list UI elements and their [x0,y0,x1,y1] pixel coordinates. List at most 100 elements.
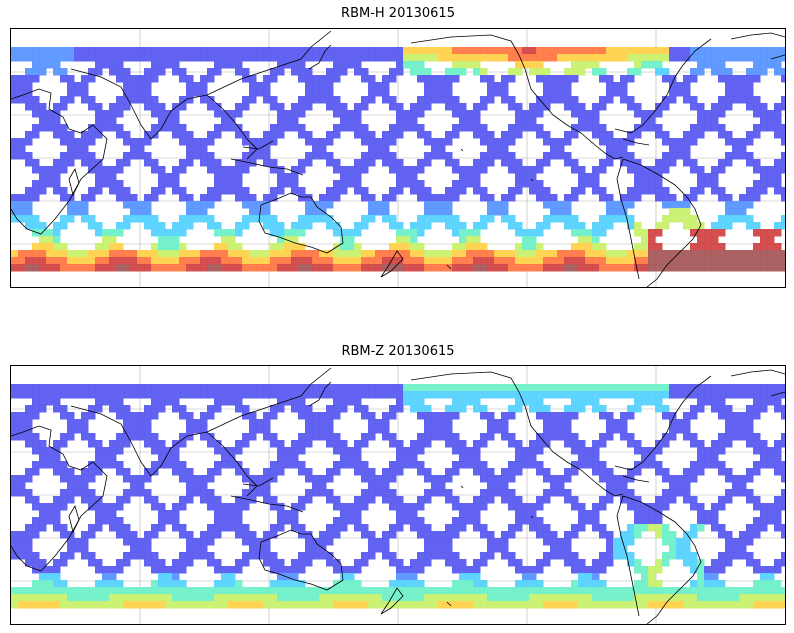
swath-pixel [452,503,460,511]
swath-pixel [67,545,75,553]
swath-pixel [620,531,628,539]
swath-pixel [291,68,299,76]
coastline [11,425,108,572]
swath-pixel [725,222,733,230]
swath-pixel [235,503,243,511]
swath-pixel [368,89,376,97]
swath-pixel [627,166,635,174]
swath-pixel [578,454,586,462]
swath-pixel [620,145,628,153]
swath-pixel [326,489,334,497]
swath-pixel [32,405,40,413]
swath-pixel [732,552,740,560]
swath-pixel [634,531,642,539]
swath-pixel [697,243,705,251]
map-rbm-z[interactable] [10,365,786,625]
swath-pixel [102,384,110,392]
swath-pixel [669,531,677,539]
swath-pixel [109,454,117,462]
swath-pixel [263,559,271,567]
swath-pixel [179,131,187,139]
swath-pixel [284,398,292,406]
swath-pixel [214,391,222,399]
swath-pixel [613,250,621,258]
swath-pixel [676,201,684,209]
swath-pixel [354,229,362,237]
swath-pixel [270,159,278,167]
swath-pixel [263,433,271,441]
swath-pixel [473,398,481,406]
swath-pixel [235,510,243,518]
swath-pixel [445,68,453,76]
swath-pixel [585,117,593,125]
swath-pixel [95,68,103,76]
swath-pixel [501,412,509,420]
swath-pixel [438,594,446,602]
swath-pixel [480,124,488,132]
swath-pixel [536,503,544,511]
swath-pixel [186,89,194,97]
swath-pixel [172,447,180,455]
swath-pixel [18,47,26,55]
swath-pixel [690,566,698,574]
swath-pixel [270,54,278,62]
swath-pixel [606,257,614,265]
swath-pixel [746,138,754,146]
swath-pixel [67,145,75,153]
swath-pixel [186,587,194,595]
swath-pixel [60,384,68,392]
swath-pixel [571,68,579,76]
swath-pixel [648,110,656,118]
swath-pixel [410,166,418,174]
swath-pixel [536,68,544,76]
swath-pixel [200,433,208,441]
swath-pixel [53,68,61,76]
swath-pixel [473,461,481,469]
swath-pixel [732,257,740,265]
swath-pixel [452,54,460,62]
swath-pixel [697,124,705,132]
swath-pixel [494,264,502,272]
swath-pixel [417,243,425,251]
map-rbm-h[interactable] [10,28,786,288]
swath-pixel [109,61,117,69]
swath-pixel [102,594,110,602]
swath-pixel [592,601,600,609]
swath-pixel [655,131,663,139]
swath-pixel [242,552,250,560]
swath-pixel [620,482,628,490]
swath-pixel [53,264,61,272]
swath-pixel [389,433,397,441]
swath-pixel [130,152,138,160]
swath-pixel [564,68,572,76]
swath-pixel [32,180,40,188]
swath-pixel [389,440,397,448]
swath-pixel [557,138,565,146]
swath-pixel [704,110,712,118]
swath-pixel [39,264,47,272]
swath-pixel [326,201,334,209]
swath-pixel [284,517,292,525]
swath-pixel [74,391,82,399]
swath-pixel [354,159,362,167]
swath-pixel [375,208,383,216]
swath-pixel [144,391,152,399]
swath-pixel [508,138,516,146]
swath-pixel [669,159,677,167]
swath-pixel [298,131,306,139]
swath-pixel [354,391,362,399]
swath-pixel [116,391,124,399]
swath-pixel [543,419,551,427]
swath-pixel [340,461,348,469]
swath-pixel [221,117,229,125]
swath-pixel [599,580,607,588]
swath-pixel [718,384,726,392]
swath-pixel [655,250,663,258]
swath-pixel [95,587,103,595]
swath-pixel [11,384,19,392]
swath-pixel [368,482,376,490]
swath-pixel [263,145,271,153]
swath-pixel [592,398,600,406]
swath-pixel [417,166,425,174]
swath-pixel [368,138,376,146]
